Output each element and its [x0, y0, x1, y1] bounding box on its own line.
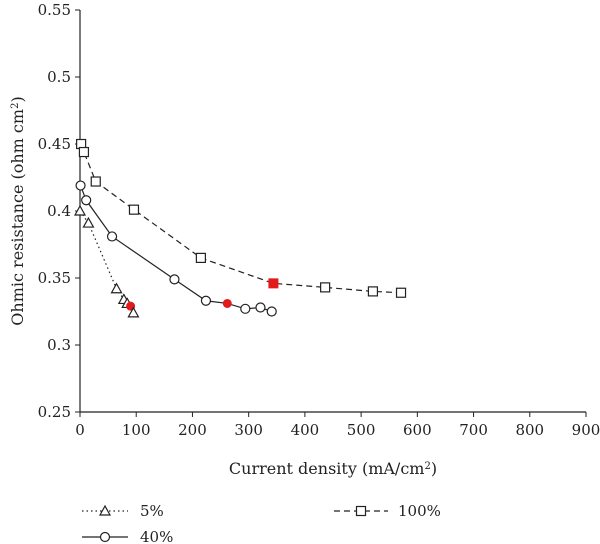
legend-item-0: 5%	[82, 502, 164, 520]
highlight-point	[222, 298, 232, 308]
legend-marker	[99, 531, 111, 543]
x-tick-label: 0	[75, 421, 85, 439]
y-tick-label: 0.35	[38, 269, 71, 287]
data-point	[169, 274, 180, 285]
x-axis-title: Current density (mA/cm2)	[229, 459, 437, 478]
data-point	[110, 282, 123, 294]
data-point	[395, 287, 407, 298]
series-line	[80, 143, 402, 294]
data-point	[81, 195, 92, 206]
series-line	[80, 185, 272, 313]
data-point	[78, 146, 90, 158]
data-point	[106, 231, 118, 242]
data-point	[82, 216, 95, 228]
x-tick-label: 400	[291, 421, 320, 439]
y-tick-label: 0.25	[38, 403, 71, 421]
data-point	[240, 303, 251, 314]
series-1	[75, 180, 277, 317]
x-tick-label: 500	[347, 421, 376, 439]
legend-label: 40%	[140, 528, 173, 544]
data-point	[127, 306, 140, 318]
x-tick-label: 200	[178, 421, 207, 439]
x-tick-label: 600	[403, 421, 432, 439]
y-axis-title: Ohmic resistance (ohm cm2)	[8, 96, 27, 325]
x-tick-label: 100	[122, 421, 151, 439]
data-point	[320, 282, 331, 293]
legend-item-1: 40%	[82, 528, 173, 544]
x-tick-label: 700	[459, 421, 488, 439]
series-layer	[73, 138, 407, 318]
data-point	[266, 306, 277, 317]
y-tick-label: 0.5	[47, 68, 71, 86]
legend-marker	[355, 505, 367, 517]
x-tick-label: 800	[515, 421, 544, 439]
legend-label: 5%	[140, 502, 164, 520]
data-point	[73, 204, 87, 216]
series-2	[76, 138, 407, 298]
series-0	[73, 204, 140, 318]
x-tick-label: 300	[234, 421, 263, 439]
y-tick-label: 0.45	[38, 135, 71, 153]
legend: 5% 40% 100%	[82, 502, 441, 544]
data-point	[200, 295, 212, 306]
legend-marker	[98, 504, 112, 516]
y-tick-label: 0.55	[38, 1, 71, 19]
legend-label: 100%	[398, 502, 441, 520]
data-point	[255, 302, 266, 313]
legend-item-2: 100%	[334, 502, 441, 520]
data-point	[75, 180, 86, 191]
data-point	[128, 204, 140, 215]
data-point	[90, 176, 101, 187]
axes-layer: 0 100 200 300 400 500 600 700 800 900 0.25 0.3 0.35 0…	[38, 1, 600, 439]
data-point	[195, 252, 206, 263]
y-tick-label: 0.4	[47, 202, 71, 220]
x-tick-label: 900	[572, 421, 600, 439]
highlight-point	[268, 278, 279, 289]
y-tick-label: 0.3	[47, 336, 71, 354]
data-point	[367, 286, 379, 297]
